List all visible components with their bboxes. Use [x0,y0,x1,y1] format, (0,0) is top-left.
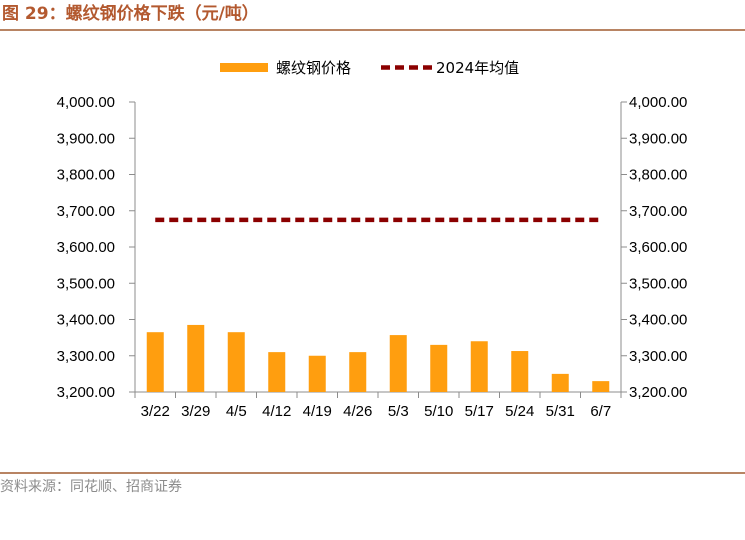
bar-5/24 [511,351,529,392]
x-tick-label: 4/26 [343,403,372,420]
bar-5/3 [389,335,407,392]
y-tick-label-left: 4,000.00 [57,94,115,111]
y-tick-label-left: 3,800.00 [57,167,115,184]
y-tick-label-right: 3,600.00 [629,239,687,256]
y-tick-label-right: 3,200.00 [629,384,687,401]
legend-bar-swatch [220,63,268,72]
y-tick-label-right: 4,000.00 [629,94,687,111]
y-tick-label-left: 3,900.00 [57,130,115,147]
y-tick-label-right: 3,700.00 [629,203,687,220]
bar-4/5 [227,332,245,392]
source-rule [0,472,745,474]
chart-axes: 3,200.00 3,300.00 3,400.00 3,500.00 3,600.00… [57,94,688,401]
y-tick-label-left: 3,600.00 [57,239,115,256]
y-tick-label-left: 3,700.00 [57,203,115,220]
bar-5/10 [430,344,448,392]
legend-bar-label: 螺纹钢价格 [276,59,351,77]
y-tick-label-left: 3,400.00 [57,312,115,329]
y-tick-label-right: 3,300.00 [629,348,687,365]
figure-title: 图 29：螺纹钢价格下跌（元/吨） [2,4,259,24]
y-tick-label-right: 3,800.00 [629,167,687,184]
y-tick-label-left: 3,300.00 [57,348,115,365]
bar-6/7 [592,381,610,392]
x-tick-label: 5/17 [465,403,494,420]
x-tick-label: 6/7 [590,403,611,420]
bar-4/26 [349,352,367,392]
chart-legend: 螺纹钢价格 2024年均值 [220,59,519,77]
bar-5/17 [470,341,488,392]
title-rule [0,29,745,31]
legend-line-label: 2024年均值 [436,59,519,77]
x-tick-label: 4/19 [303,403,332,420]
bar-chart: 螺纹钢价格 2024年均值 3,200.00 3,300.00 3,400.00 3,5… [57,59,688,420]
y-tick-label-right: 3,400.00 [629,312,687,329]
x-tick-label: 5/10 [424,403,453,420]
bar-4/12 [268,352,286,392]
y-tick-label-right: 3,900.00 [629,130,687,147]
bar-3/22 [146,332,164,392]
x-tick-label: 5/3 [388,403,409,420]
bar-4/19 [308,355,326,392]
source-note: 资料来源：同花顺、招商证券 [0,479,182,495]
x-tick-label: 5/24 [505,403,534,420]
bar-3/29 [187,324,205,392]
bar-5/31 [551,373,569,392]
y-tick-label-left: 3,500.00 [57,275,115,292]
y-tick-label-left: 3,200.00 [57,384,115,401]
x-tick-label: 3/29 [181,403,210,420]
x-tick-label: 3/22 [141,403,170,420]
y-tick-label-right: 3,500.00 [629,275,687,292]
x-tick-label: 4/12 [262,403,291,420]
bar-series [146,324,610,392]
x-tick-label: 5/31 [546,403,575,420]
x-tick-label: 4/5 [226,403,247,420]
x-axis-labels: 3/22 3/29 4/5 4/12 4/19 4/26 5/3 5/10 5/17 5/24 5/… [141,403,612,420]
